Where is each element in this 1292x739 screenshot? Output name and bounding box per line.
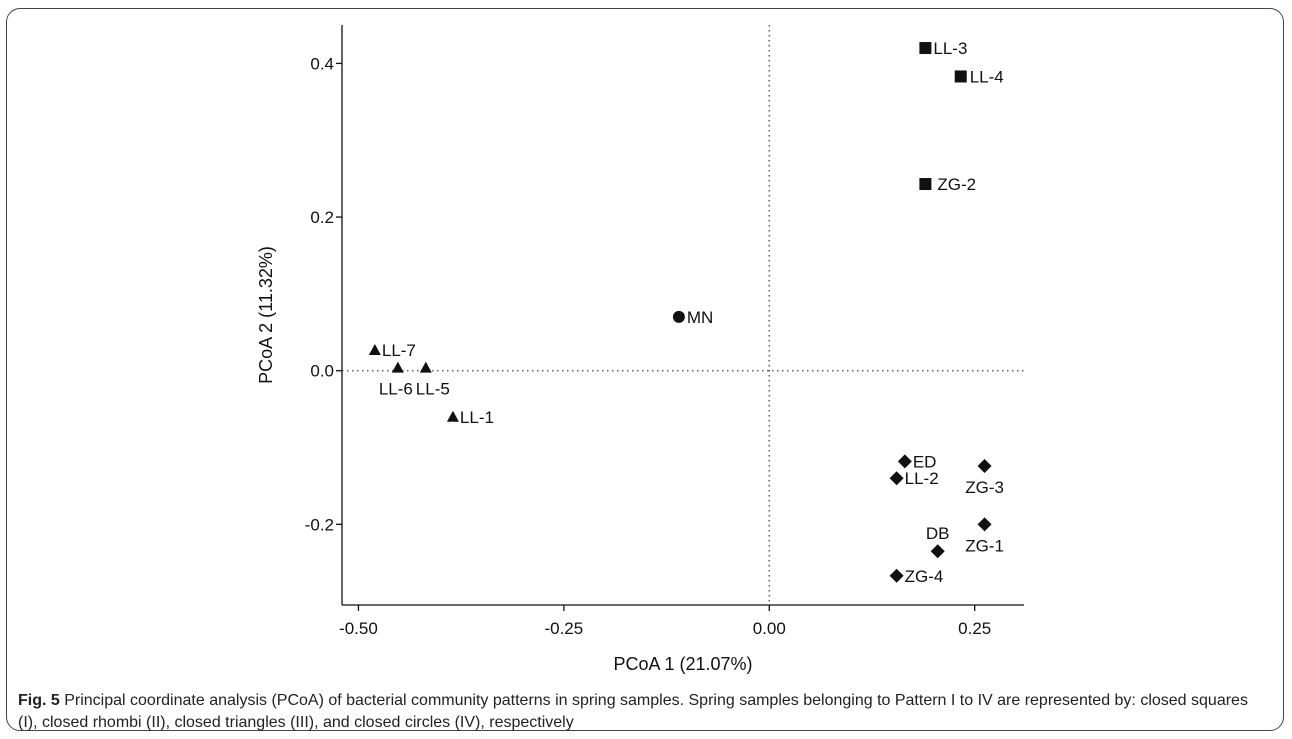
axes: -0.50 -0.25 0.00 0.25 0.4 0.2 0.0 -0.2	[305, 25, 1024, 638]
x-tick-label: -0.50	[339, 619, 378, 638]
x-tick-label: 0.00	[753, 619, 786, 638]
figure-caption: Fig. 5 Principal coordinate analysis (PC…	[18, 690, 1268, 734]
point-label: ZG-4	[905, 567, 944, 586]
diamond-marker	[898, 454, 912, 468]
y-tick-label: 0.0	[310, 362, 334, 381]
y-tick-label: 0.4	[310, 54, 334, 73]
point-label: MN	[687, 308, 713, 327]
point-label: ZG-3	[965, 478, 1004, 497]
x-tick-label: 0.25	[958, 619, 991, 638]
point-label: LL-6	[379, 380, 413, 399]
square-marker	[919, 42, 931, 54]
triangle-marker	[420, 362, 432, 373]
point-label: ZG-1	[965, 536, 1004, 555]
triangle-marker	[392, 362, 404, 373]
caption-text: Principal coordinate analysis (PCoA) of …	[18, 692, 1248, 731]
y-axis-label: PCoA 2 (11.32%)	[256, 246, 276, 384]
square-marker	[919, 178, 931, 190]
diamond-marker	[978, 459, 992, 473]
triangle-marker	[447, 411, 459, 422]
point-label: LL-2	[905, 469, 939, 488]
diamond-marker	[978, 517, 992, 531]
point-label: LL-7	[382, 341, 416, 360]
point-label: LL-4	[970, 67, 1004, 86]
y-tick-label: -0.2	[305, 515, 334, 534]
point-label: ZG-2	[937, 175, 976, 194]
point-label: LL-5	[416, 380, 450, 399]
triangle-marker	[369, 344, 381, 355]
x-axis-label: PCoA 1 (21.07%)	[613, 654, 752, 674]
diamond-marker	[931, 544, 945, 558]
square-marker	[955, 70, 967, 82]
circle-marker	[673, 311, 685, 323]
y-tick-label: 0.2	[310, 208, 334, 227]
point-label: LL-3	[933, 39, 967, 58]
diamond-marker	[890, 471, 904, 485]
diamond-marker	[890, 569, 904, 583]
point-label: LL-1	[460, 408, 494, 427]
figure-label: Fig. 5	[18, 692, 60, 709]
point-label: DB	[926, 524, 950, 543]
x-tick-label: -0.25	[544, 619, 583, 638]
